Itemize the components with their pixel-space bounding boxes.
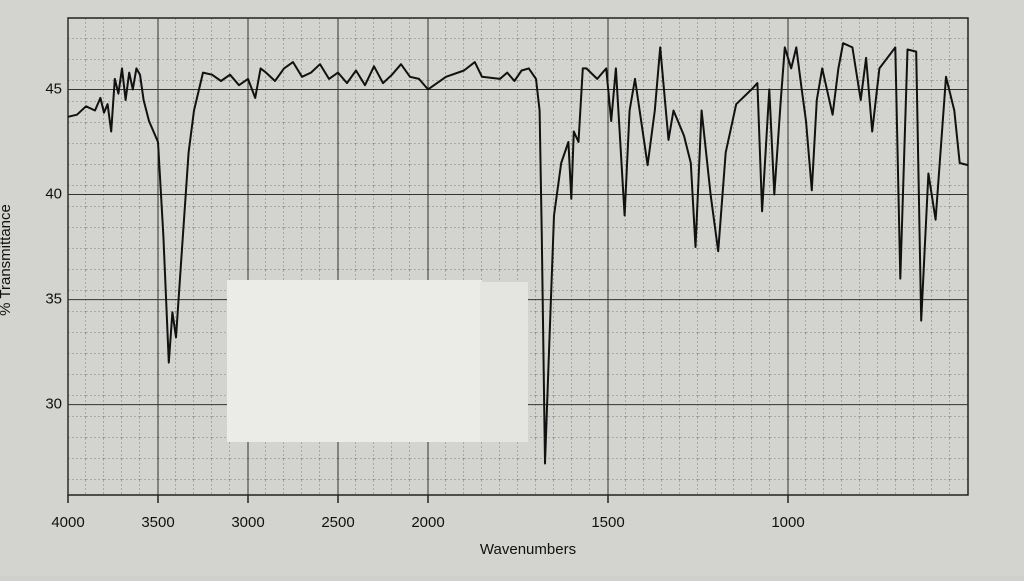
- x-axis-label: Wavenumbers: [480, 541, 576, 558]
- y-tick-label: 35: [45, 291, 62, 308]
- x-tick-label: 2500: [321, 514, 354, 531]
- spectrum-line: [67, 42, 969, 465]
- x-tick-label: 4000: [51, 514, 84, 531]
- x-tick-label: 1000: [771, 514, 804, 531]
- paper-cover: [227, 280, 482, 442]
- y-tick-label: 40: [45, 185, 62, 202]
- y-tick-label: 45: [45, 80, 62, 97]
- x-tick-label: 3000: [231, 514, 264, 531]
- paper-cover: [480, 282, 528, 442]
- y-tick-label: 30: [45, 396, 62, 413]
- x-tick-label: 2000: [411, 514, 444, 531]
- y-axis-label: % Transmittance: [0, 204, 14, 316]
- x-tick-label: 3500: [141, 514, 174, 531]
- x-tick-label: 1500: [591, 514, 624, 531]
- plot: [67, 18, 969, 495]
